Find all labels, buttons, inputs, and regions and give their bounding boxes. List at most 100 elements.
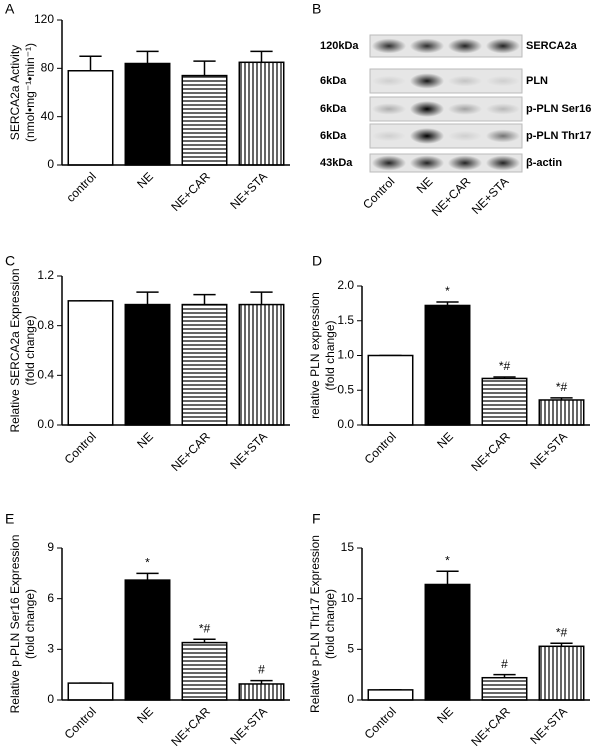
- size-label: 43kDa: [320, 157, 353, 169]
- bar: [538, 399, 585, 426]
- x-tick-label: NE: [134, 704, 156, 726]
- y-tick-label: 5: [347, 642, 354, 656]
- x-tick-label: NE+STA: [227, 704, 270, 747]
- blot-band: [485, 38, 521, 54]
- y-axis-label: (fold change): [23, 315, 37, 385]
- x-tick-label: NE: [134, 169, 156, 191]
- significance-label: #: [501, 657, 508, 671]
- y-tick-label: 9: [47, 540, 54, 554]
- x-tick-label: NE+CAR: [168, 429, 213, 474]
- y-tick-label: 15: [341, 540, 355, 554]
- x-tick-label: Control: [362, 429, 399, 466]
- blot-strip: [369, 153, 523, 173]
- x-tick-label: NE+STA: [227, 429, 270, 472]
- bar: [424, 304, 471, 426]
- panel-letter: F: [312, 511, 321, 527]
- bar: [124, 62, 171, 166]
- bar: [124, 303, 171, 426]
- blot-band: [371, 38, 407, 54]
- significance-label: *#: [556, 380, 568, 394]
- significance-label: *: [145, 556, 150, 570]
- blot-band: [485, 155, 521, 171]
- blot-band: [485, 103, 521, 115]
- y-tick-label: 6: [47, 591, 54, 605]
- blot-band: [409, 128, 445, 144]
- y-tick-label: 0.0: [37, 417, 54, 431]
- x-tick-label: Control: [362, 704, 399, 741]
- x-tick-label: NE+CAR: [468, 429, 513, 474]
- significance-label: *: [445, 284, 450, 298]
- lane-label: NE+CAR: [429, 174, 474, 219]
- blot-band: [371, 75, 407, 87]
- bar: [238, 683, 285, 701]
- significance-label: *#: [499, 359, 511, 373]
- y-axis-label: (fold change): [23, 589, 37, 659]
- significance-label: *#: [199, 621, 211, 635]
- blot-band: [447, 38, 483, 54]
- y-tick-label: 0: [347, 692, 354, 706]
- blot-band: [371, 155, 407, 171]
- blot-band: [409, 73, 445, 89]
- blot-band: [371, 103, 407, 115]
- significance-label: *#: [556, 625, 568, 639]
- blot-band: [485, 129, 521, 143]
- x-tick-label: control: [63, 169, 98, 204]
- y-tick-label: 2.0: [337, 278, 354, 292]
- bar: [367, 689, 414, 701]
- x-tick-label: NE+STA: [527, 704, 570, 747]
- panel-letter: A: [5, 1, 15, 17]
- y-axis-label: Relative p-PLN Ser16 Expression: [8, 535, 22, 714]
- size-label: 6kDa: [320, 75, 347, 87]
- bar: [238, 303, 285, 426]
- blot-band: [409, 101, 445, 117]
- significance-label: #: [258, 663, 265, 677]
- bar: [67, 682, 114, 701]
- significance-label: *: [445, 553, 450, 567]
- blot-band: [447, 130, 483, 142]
- y-tick-label: 0: [47, 157, 54, 171]
- blot-band: [447, 75, 483, 87]
- panel-letter: B: [312, 1, 321, 17]
- bar: [481, 377, 528, 426]
- y-tick-label: 0.4: [37, 368, 54, 382]
- bar: [124, 579, 171, 701]
- bar: [481, 676, 528, 701]
- size-label: 6kDa: [320, 130, 347, 142]
- protein-label: SERCA2a: [526, 40, 578, 52]
- bar: [367, 354, 414, 426]
- y-tick-label: 3: [47, 642, 54, 656]
- protein-label: p-PLN Thr17: [526, 130, 591, 142]
- bar: [67, 70, 114, 166]
- x-tick-label: NE+CAR: [168, 704, 213, 749]
- x-tick-label: NE+CAR: [168, 169, 213, 214]
- x-tick-label: Control: [62, 429, 99, 466]
- protein-label: PLN: [526, 75, 548, 87]
- blot-band: [409, 38, 445, 54]
- y-tick-label: 80: [41, 61, 55, 75]
- lane-label: NE+STA: [469, 174, 512, 217]
- y-axis-label: SERCA2a Activity: [8, 45, 22, 140]
- blot-band: [447, 103, 483, 115]
- blot-band: [485, 75, 521, 87]
- y-axis-label: (fold change): [323, 320, 337, 390]
- bar: [181, 641, 228, 701]
- y-tick-label: 10: [341, 591, 355, 605]
- bar: [424, 583, 471, 701]
- y-axis-label: (nmol•mg⁻¹•min⁻¹): [23, 43, 37, 142]
- y-tick-label: 0.5: [337, 382, 354, 396]
- x-tick-label: NE: [134, 429, 156, 451]
- panel-letter: C: [5, 253, 15, 269]
- x-tick-label: NE: [434, 429, 456, 451]
- size-label: 6kDa: [320, 103, 347, 115]
- panel-letter: D: [312, 253, 322, 269]
- y-axis-label: Relative p-PLN Thr17 Expression: [308, 535, 322, 713]
- y-tick-label: 1.0: [337, 348, 354, 362]
- y-tick-label: 0.8: [37, 318, 54, 332]
- x-tick-label: NE+CAR: [468, 704, 513, 749]
- lane-label: Control: [360, 174, 397, 211]
- y-tick-label: 1.5: [337, 313, 354, 327]
- bar: [67, 300, 114, 426]
- y-axis-label: relative PLN expression: [308, 292, 322, 419]
- blot-band: [371, 130, 407, 142]
